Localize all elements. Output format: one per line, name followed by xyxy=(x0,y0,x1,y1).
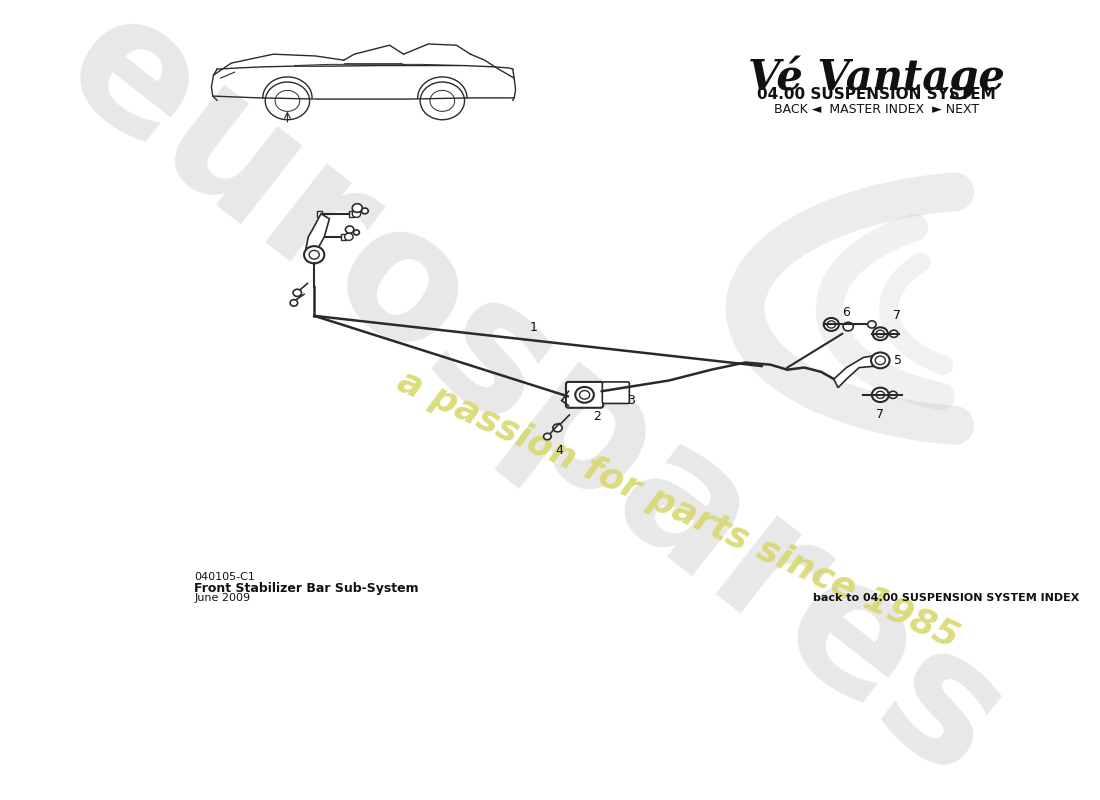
FancyBboxPatch shape xyxy=(603,382,629,403)
Circle shape xyxy=(352,204,362,212)
Circle shape xyxy=(872,327,888,340)
Bar xyxy=(317,211,322,217)
Text: 4: 4 xyxy=(556,444,563,457)
Circle shape xyxy=(889,391,898,398)
Circle shape xyxy=(543,434,551,440)
Text: Front Stabilizer Bar Sub-System: Front Stabilizer Bar Sub-System xyxy=(195,582,419,594)
Text: 6: 6 xyxy=(843,306,850,319)
Text: 3: 3 xyxy=(627,394,635,407)
Bar xyxy=(312,234,318,240)
Polygon shape xyxy=(306,214,329,254)
Circle shape xyxy=(345,226,354,233)
Circle shape xyxy=(362,208,369,214)
Text: eurospares: eurospares xyxy=(30,0,1037,800)
Circle shape xyxy=(876,356,886,365)
Text: 5: 5 xyxy=(894,354,902,367)
Circle shape xyxy=(872,388,889,402)
Circle shape xyxy=(876,391,884,398)
Text: a passion for parts since 1985: a passion for parts since 1985 xyxy=(392,365,964,655)
Circle shape xyxy=(827,321,836,328)
Bar xyxy=(349,211,354,217)
Circle shape xyxy=(353,230,360,235)
Circle shape xyxy=(580,390,590,399)
Circle shape xyxy=(304,246,324,263)
Text: BACK ◄  MASTER INDEX  ► NEXT: BACK ◄ MASTER INDEX ► NEXT xyxy=(773,103,979,116)
Text: 04.00 SUSPENSION SYSTEM: 04.00 SUSPENSION SYSTEM xyxy=(757,87,996,102)
Circle shape xyxy=(824,318,839,331)
Circle shape xyxy=(553,424,562,432)
Circle shape xyxy=(871,353,890,368)
Text: 1: 1 xyxy=(530,321,538,334)
Text: 7: 7 xyxy=(877,408,884,421)
Text: 2: 2 xyxy=(593,410,601,423)
Circle shape xyxy=(890,330,898,338)
Polygon shape xyxy=(834,355,876,388)
Circle shape xyxy=(843,322,854,331)
Text: back to 04.00 SUSPENSION SYSTEM INDEX: back to 04.00 SUSPENSION SYSTEM INDEX xyxy=(813,593,1079,603)
FancyBboxPatch shape xyxy=(566,382,603,408)
Circle shape xyxy=(293,290,301,297)
Circle shape xyxy=(290,300,298,306)
Circle shape xyxy=(352,210,361,218)
Text: June 2009: June 2009 xyxy=(195,593,251,603)
Bar xyxy=(341,234,346,240)
Text: 040105-C1: 040105-C1 xyxy=(195,571,255,582)
Circle shape xyxy=(344,233,353,240)
Text: 7: 7 xyxy=(893,309,901,322)
Circle shape xyxy=(309,250,319,259)
Circle shape xyxy=(868,321,876,328)
Circle shape xyxy=(575,387,594,402)
Circle shape xyxy=(876,330,884,338)
Text: Vé Vantage: Vé Vantage xyxy=(748,56,1004,100)
